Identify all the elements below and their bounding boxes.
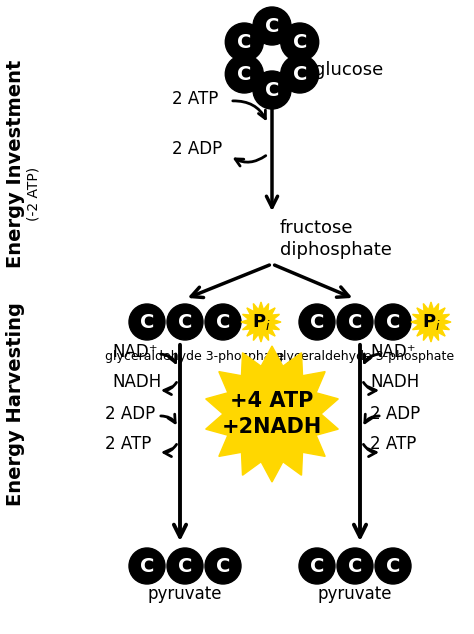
Text: 2 ATP: 2 ATP xyxy=(172,90,219,108)
Text: 2 ADP: 2 ADP xyxy=(105,405,155,423)
Text: C: C xyxy=(216,313,230,332)
Polygon shape xyxy=(206,346,338,482)
Text: glyceraldehyde 3-phosphate: glyceraldehyde 3-phosphate xyxy=(105,350,284,363)
Circle shape xyxy=(129,304,165,340)
Circle shape xyxy=(205,548,241,584)
Circle shape xyxy=(281,55,319,93)
Text: C: C xyxy=(348,557,362,576)
Circle shape xyxy=(299,548,335,584)
Text: pyruvate: pyruvate xyxy=(148,585,222,603)
Text: fructose
diphosphate: fructose diphosphate xyxy=(280,219,392,259)
Circle shape xyxy=(167,548,203,584)
Text: C: C xyxy=(237,32,252,51)
Text: C: C xyxy=(178,313,192,332)
Text: NAD⁺: NAD⁺ xyxy=(370,343,416,361)
Text: C: C xyxy=(386,313,400,332)
Text: P$_i$: P$_i$ xyxy=(421,312,440,332)
Text: C: C xyxy=(386,557,400,576)
Text: 2 ATP: 2 ATP xyxy=(105,435,151,453)
Text: (-2 ATP): (-2 ATP) xyxy=(27,167,41,221)
Circle shape xyxy=(129,548,165,584)
Circle shape xyxy=(375,304,411,340)
Text: C: C xyxy=(237,65,252,84)
Circle shape xyxy=(337,304,373,340)
Text: 2 ATP: 2 ATP xyxy=(370,435,416,453)
Circle shape xyxy=(253,71,291,109)
Text: C: C xyxy=(310,557,324,576)
Text: Energy Investment: Energy Investment xyxy=(7,60,26,268)
Text: Energy Harvesting: Energy Harvesting xyxy=(7,302,26,506)
Polygon shape xyxy=(411,302,451,342)
Text: pyruvate: pyruvate xyxy=(318,585,392,603)
Text: NADH: NADH xyxy=(112,373,161,391)
Circle shape xyxy=(281,23,319,61)
Text: C: C xyxy=(178,557,192,576)
Polygon shape xyxy=(241,302,281,342)
Text: glyceraldehyde 3-phosphate: glyceraldehyde 3-phosphate xyxy=(275,350,455,363)
Text: 2 ADP: 2 ADP xyxy=(370,405,420,423)
Text: C: C xyxy=(348,313,362,332)
Circle shape xyxy=(337,548,373,584)
Text: C: C xyxy=(292,32,307,51)
Text: C: C xyxy=(310,313,324,332)
Text: glucose: glucose xyxy=(314,61,383,79)
Text: P$_i$: P$_i$ xyxy=(252,312,270,332)
Circle shape xyxy=(225,55,263,93)
Text: NAD⁺: NAD⁺ xyxy=(112,343,158,361)
Text: NADH: NADH xyxy=(370,373,419,391)
Text: 2 ADP: 2 ADP xyxy=(172,140,222,158)
Circle shape xyxy=(167,304,203,340)
Text: C: C xyxy=(216,557,230,576)
Text: +4 ATP
+2NADH: +4 ATP +2NADH xyxy=(222,391,322,437)
Text: C: C xyxy=(265,81,279,100)
Circle shape xyxy=(375,548,411,584)
Circle shape xyxy=(225,23,263,61)
Circle shape xyxy=(253,7,291,45)
Circle shape xyxy=(205,304,241,340)
Text: C: C xyxy=(265,16,279,36)
Text: C: C xyxy=(140,557,154,576)
Text: C: C xyxy=(140,313,154,332)
Text: C: C xyxy=(292,65,307,84)
Circle shape xyxy=(299,304,335,340)
